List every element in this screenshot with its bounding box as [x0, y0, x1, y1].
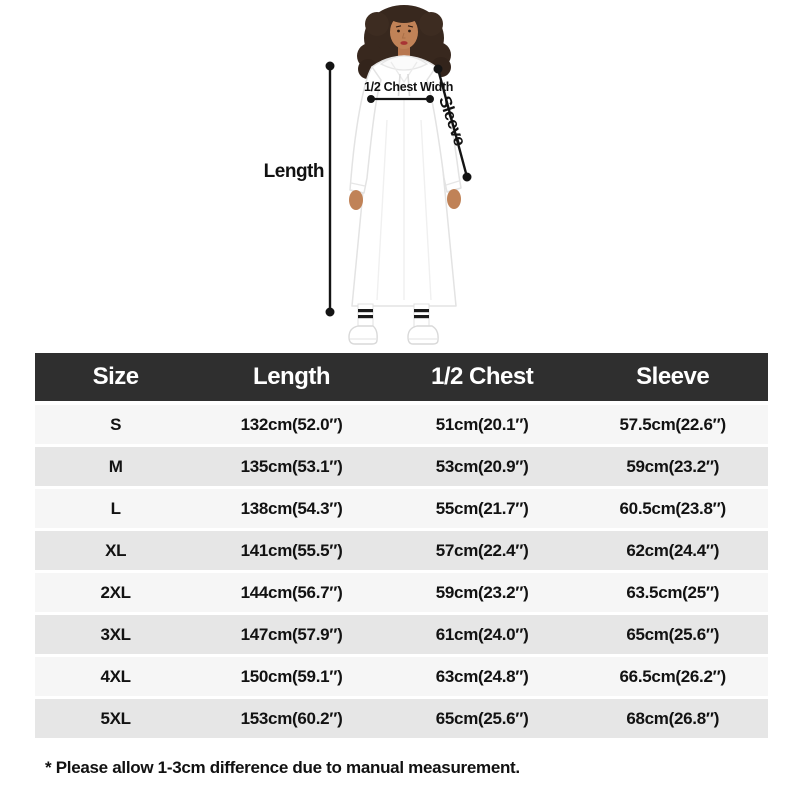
cell-size: 5XL — [100, 708, 131, 728]
table-row: S 132cm(52.0″) 51cm(20.1″) 57.5cm(22.6″) — [35, 405, 768, 444]
table-row: M 135cm(53.1″) 53cm(20.9″) 59cm(23.2″) — [35, 447, 768, 486]
cell-size: S — [110, 414, 122, 434]
left-hand — [349, 190, 363, 210]
cell-chest: 55cm(21.7″) — [435, 498, 529, 518]
table-header-row: Size Length 1/2 Chest Sleeve — [35, 353, 768, 401]
cell-sleeve: 68cm(26.8″) — [626, 708, 720, 728]
model-figure-area: Length 1/2 Chest Width Sleeve — [0, 0, 800, 353]
length-label: Length — [263, 161, 325, 182]
cell-size: M — [108, 456, 123, 476]
cell-size: 3XL — [100, 624, 131, 644]
cell-sleeve: 63.5cm(25″) — [626, 582, 720, 602]
cell-sleeve: 66.5cm(26.2″) — [619, 666, 727, 686]
cell-length: 141cm(55.5″) — [240, 540, 343, 560]
cell-length: 147cm(57.9″) — [240, 624, 343, 644]
cell-size: L — [110, 498, 121, 518]
cell-size: 4XL — [100, 666, 131, 686]
cell-chest: 63cm(24.8″) — [435, 666, 529, 686]
column-header-chest: 1/2 Chest — [431, 363, 534, 390]
socks — [357, 303, 430, 329]
half-chest-width-label: 1/2 Chest Width — [364, 80, 454, 94]
cell-size: 2XL — [100, 582, 131, 602]
table-row: XL 141cm(55.5″) 57cm(22.4″) 62cm(24.4″) — [35, 531, 768, 570]
size-table: Size Length 1/2 Chest Sleeve S 132cm(52.… — [35, 353, 768, 741]
column-header-sleeve: Sleeve — [636, 363, 710, 390]
cell-length: 132cm(52.0″) — [240, 414, 343, 434]
cell-chest: 65cm(25.6″) — [435, 708, 529, 728]
table-row: L 138cm(54.3″) 55cm(21.7″) 60.5cm(23.8″) — [35, 489, 768, 528]
table-row: 4XL 150cm(59.1″) 63cm(24.8″) 66.5cm(26.2… — [35, 657, 768, 696]
cell-chest: 53cm(20.9″) — [435, 456, 529, 476]
cell-chest: 61cm(24.0″) — [435, 624, 529, 644]
measurement-disclaimer: * Please allow 1-3cm difference due to m… — [45, 758, 520, 777]
cell-length: 135cm(53.1″) — [240, 456, 343, 476]
cell-length: 138cm(54.3″) — [240, 498, 343, 518]
cell-length: 150cm(59.1″) — [240, 666, 343, 686]
cell-sleeve: 62cm(24.4″) — [626, 540, 720, 560]
hoodie-dress — [351, 55, 457, 307]
cell-sleeve: 57.5cm(22.6″) — [619, 414, 727, 434]
cell-size: XL — [105, 540, 127, 560]
column-header-length: Length — [253, 363, 331, 390]
table-row: 2XL 144cm(56.7″) 59cm(23.2″) 63.5cm(25″) — [35, 573, 768, 612]
column-header-size: Size — [92, 363, 140, 390]
cell-sleeve: 65cm(25.6″) — [626, 624, 720, 644]
table-row: 5XL 153cm(60.2″) 65cm(25.6″) 68cm(26.8″) — [35, 699, 768, 738]
face-icon — [388, 7, 420, 49]
cell-length: 153cm(60.2″) — [240, 708, 343, 728]
cell-length: 144cm(56.7″) — [240, 582, 343, 602]
sneakers — [348, 325, 439, 345]
cell-chest: 59cm(23.2″) — [435, 582, 529, 602]
model-photo — [348, 5, 462, 345]
table-row: 3XL 147cm(57.9″) 61cm(24.0″) 65cm(25.6″) — [35, 615, 768, 654]
cell-chest: 51cm(20.1″) — [435, 414, 529, 434]
right-hand — [447, 189, 461, 209]
cell-sleeve: 60.5cm(23.8″) — [619, 498, 727, 518]
drawstrings — [397, 73, 411, 97]
cell-sleeve: 59cm(23.2″) — [626, 456, 720, 476]
cell-chest: 57cm(22.4″) — [435, 540, 529, 560]
